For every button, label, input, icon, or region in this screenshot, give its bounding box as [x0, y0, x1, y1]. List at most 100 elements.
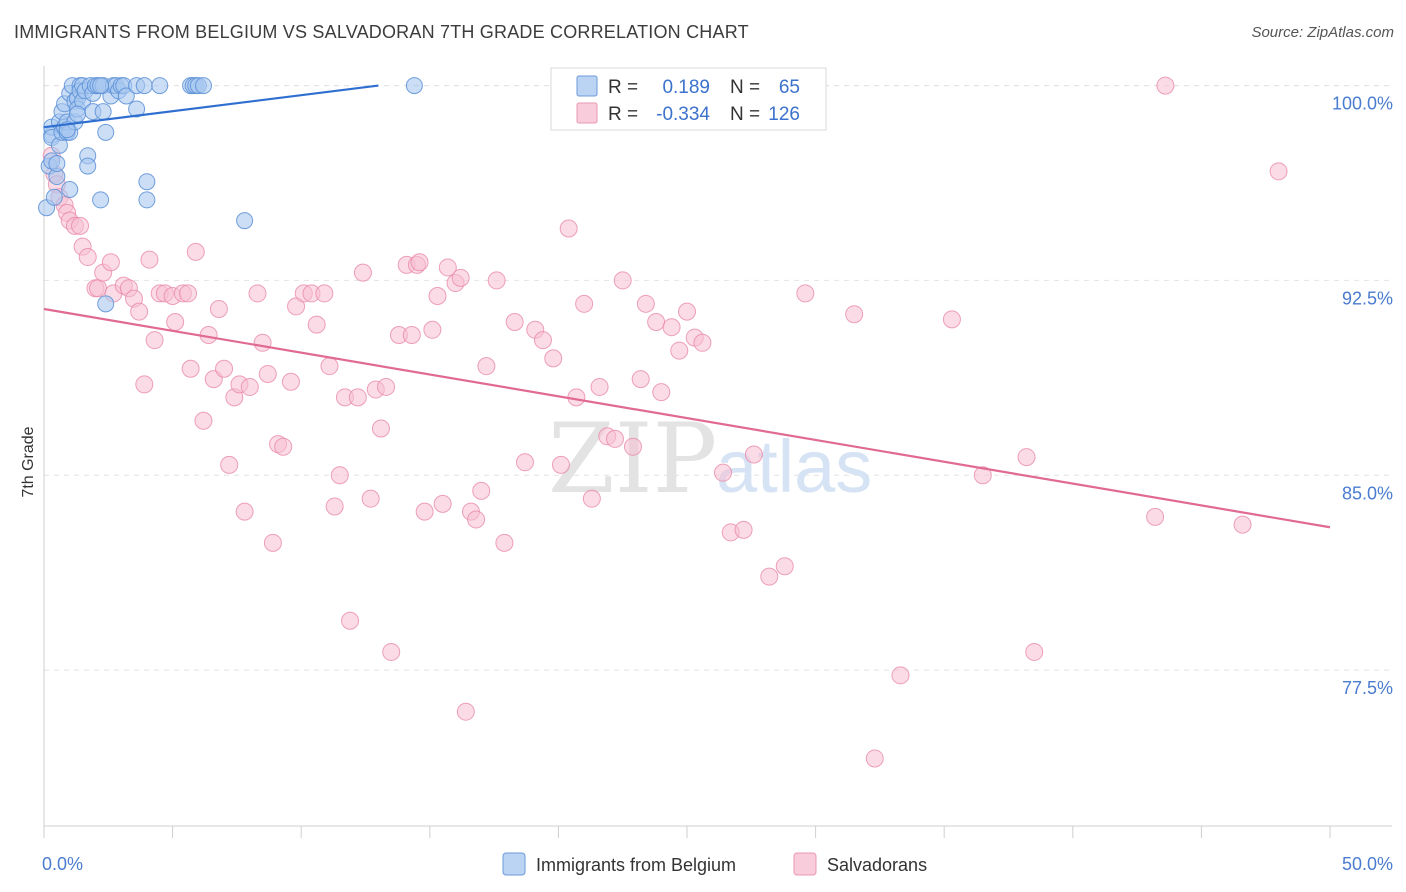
salvadorans-point — [613, 271, 632, 290]
legend-n-label-2: N = — [730, 104, 760, 125]
salvadorans-points — [42, 76, 1288, 768]
salvadorans-point — [89, 279, 108, 298]
salvadorans-point — [670, 341, 689, 360]
bottom-legend-swatch-belgium — [502, 852, 526, 876]
salvadorans-point — [1156, 76, 1175, 95]
salvadorans-point — [274, 437, 293, 456]
legend-n-value-2: 126 — [768, 104, 800, 125]
salvadorans-point — [605, 429, 624, 448]
legend-r-value-2: -0.334 — [656, 104, 710, 125]
belgium-point — [92, 77, 110, 95]
salvadorans-point — [1269, 162, 1288, 181]
legend-n-value-1: 65 — [779, 77, 800, 98]
legend-r-value-1: 0.189 — [662, 77, 710, 98]
salvadorans-point — [307, 315, 326, 334]
salvadorans-point — [575, 294, 594, 313]
x-tick-label-min: 0.0% — [42, 854, 83, 874]
salvadorans-point — [428, 287, 447, 306]
salvadorans-point — [130, 302, 149, 321]
legend-swatch-salvadorans — [576, 102, 598, 124]
salvadorans-point — [796, 284, 815, 303]
salvadorans-point — [194, 411, 213, 430]
salvadorans-point — [973, 466, 992, 485]
salvadorans-point — [467, 510, 486, 529]
salvadorans-point — [179, 284, 198, 303]
salvadorans-point — [942, 310, 961, 329]
salvadorans-point — [402, 325, 421, 344]
salvadorans-point — [456, 702, 475, 721]
salvadorans-point — [451, 268, 470, 287]
bottom-legend-label-belgium: Immigrants from Belgium — [536, 855, 736, 875]
salvadorans-point — [487, 271, 506, 290]
legend-swatch-belgium — [576, 75, 598, 97]
salvadorans-point — [433, 494, 452, 513]
salvadorans-point — [181, 359, 200, 378]
salvadorans-point — [734, 520, 753, 539]
bottom-legend-label-salvadorans: Salvadorans — [827, 855, 927, 875]
y-axis-label: 7th Grade — [20, 426, 37, 497]
salvadorans-point — [186, 242, 205, 261]
belgium-point — [92, 191, 110, 209]
salvadorans-point — [353, 263, 372, 282]
salvadorans-point — [371, 419, 390, 438]
y-tick-label: 100.0% — [1332, 94, 1393, 114]
belgium-trend-line — [43, 84, 379, 129]
salvadorans-point — [495, 533, 514, 552]
salvadorans-point — [101, 253, 120, 272]
belgium-point — [94, 103, 112, 121]
salvadorans-point — [760, 567, 779, 586]
salvadorans-point — [377, 377, 396, 396]
salvadorans-point — [590, 377, 609, 396]
salvadorans-point — [544, 349, 563, 368]
salvadorans-point — [135, 375, 154, 394]
belgium-point — [45, 188, 63, 206]
salvadorans-point — [78, 248, 97, 267]
axes — [43, 66, 1392, 838]
legend-box: R = 0.189 N = 65 R = -0.334 N = 126 — [550, 67, 827, 131]
salvadorans-point — [693, 333, 712, 352]
belgium-point — [138, 173, 156, 191]
legend-r-label-1: R = — [608, 77, 638, 98]
salvadorans-point — [325, 497, 344, 516]
salvadorans-point — [145, 331, 164, 350]
belgium-point — [194, 77, 212, 95]
salvadorans-point — [652, 383, 671, 402]
salvadorans-point — [423, 320, 442, 339]
salvadorans-point — [71, 216, 90, 235]
belgium-point — [97, 295, 115, 313]
legend-r-label-2: R = — [608, 104, 638, 125]
salvadorans-point — [341, 611, 360, 630]
salvadorans-point — [361, 489, 380, 508]
salvadorans-point — [515, 453, 534, 472]
y-tick-label: 85.0% — [1342, 483, 1393, 503]
salvadorans-point — [320, 357, 339, 376]
salvadorans-point — [582, 489, 601, 508]
grid-lines — [44, 85, 1392, 671]
salvadorans-point — [1146, 507, 1165, 526]
salvadorans-point — [315, 284, 334, 303]
salvadorans-point — [248, 284, 267, 303]
salvadorans-point — [551, 455, 570, 474]
salvadorans-point — [258, 364, 277, 383]
belgium-point — [405, 77, 423, 95]
belgium-point — [61, 181, 79, 199]
belgium-point — [151, 77, 169, 95]
salvadorans-point — [505, 313, 524, 331]
salvadorans-point — [330, 466, 349, 485]
y-tick-label: 77.5% — [1342, 678, 1393, 698]
belgium-point — [236, 212, 254, 230]
salvadorans-point — [1017, 448, 1036, 467]
salvadorans-point — [623, 437, 642, 456]
belgium-point — [138, 191, 156, 209]
salvadorans-point — [631, 370, 650, 389]
salvadorans-point — [472, 481, 491, 500]
salvadorans-point — [636, 294, 655, 313]
belgium-point — [48, 155, 66, 173]
salvadorans-point — [744, 445, 763, 464]
salvadorans-point — [845, 305, 864, 324]
belgium-point — [79, 157, 97, 175]
salvadorans-point — [220, 455, 239, 474]
salvadorans-point — [714, 463, 733, 482]
salvadorans-point — [410, 253, 429, 272]
